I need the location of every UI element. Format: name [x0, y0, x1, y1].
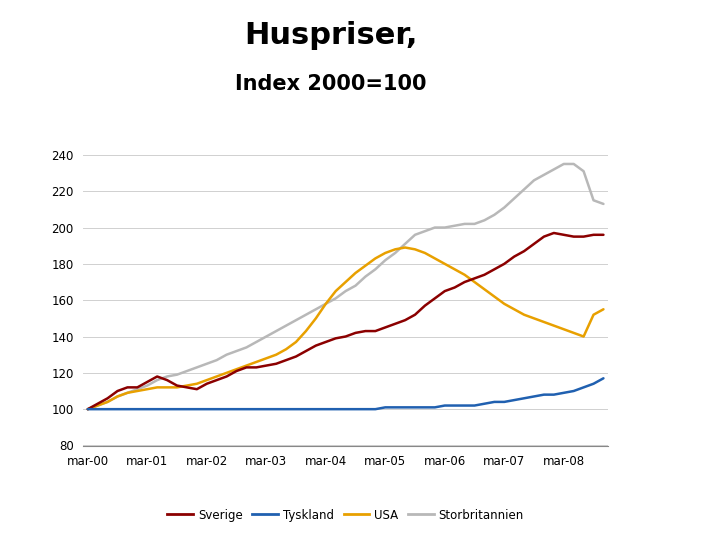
Text: ✦ ✦ ✦: ✦ ✦ ✦ [651, 38, 678, 47]
Legend: Sverige, Tyskland, USA, Storbritannien: Sverige, Tyskland, USA, Storbritannien [163, 504, 528, 526]
Text: Huspriser,: Huspriser, [245, 21, 418, 50]
Text: SVERIGES: SVERIGES [645, 71, 683, 77]
Text: Index 2000=100: Index 2000=100 [235, 73, 427, 94]
Text: RIKSBANK: RIKSBANK [644, 92, 684, 98]
Text: Diagram 2:33: Diagram 2:33 [9, 520, 89, 533]
Text: Källa: Reuters EcoWin: Källa: Reuters EcoWin [582, 520, 711, 533]
